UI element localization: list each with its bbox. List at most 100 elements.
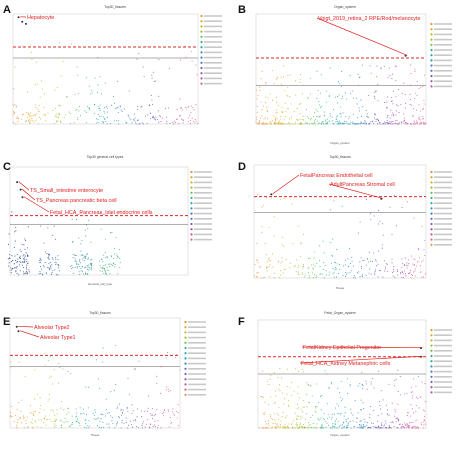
data-point [338, 425, 340, 427]
data-point [348, 422, 350, 424]
data-point [35, 107, 37, 109]
data-point [403, 113, 405, 115]
data-point [404, 393, 406, 395]
data-point [368, 251, 370, 253]
data-point [370, 273, 372, 275]
data-point [93, 418, 95, 420]
data-point [409, 103, 411, 106]
data-point [328, 387, 330, 389]
data-point [14, 231, 16, 233]
data-point [108, 412, 110, 414]
data-point [361, 64, 363, 66]
data-point [15, 267, 18, 269]
data-point [377, 415, 379, 417]
data-point [152, 426, 154, 428]
data-point [51, 272, 53, 274]
data-point [406, 201, 408, 203]
legend-swatch [190, 207, 193, 210]
data-point [98, 107, 100, 110]
data-point [273, 402, 275, 404]
data-point [365, 121, 367, 123]
data-point [406, 267, 408, 269]
data-point [382, 223, 384, 225]
data-point [79, 422, 81, 424]
data-point [71, 268, 73, 270]
data-point [162, 415, 165, 417]
data-point [279, 368, 281, 370]
data-point [305, 123, 307, 125]
data-point [416, 426, 418, 428]
legend-swatch [184, 393, 187, 396]
data-point [175, 410, 177, 413]
data-point [325, 120, 327, 122]
data-point [172, 411, 174, 413]
data-point [123, 423, 125, 425]
data-point [144, 410, 146, 412]
data-point [261, 370, 263, 372]
data-point [13, 112, 15, 114]
data-point [26, 264, 28, 266]
data-point [393, 425, 395, 428]
data-point [87, 266, 89, 268]
data-point [396, 119, 398, 121]
data-point [377, 118, 379, 120]
data-point [281, 111, 283, 113]
data-point [275, 117, 277, 119]
legend-label-placeholder [204, 41, 222, 43]
data-point [88, 264, 90, 266]
data-point [149, 413, 151, 415]
data-point [319, 427, 321, 429]
data-point [255, 89, 257, 91]
data-point [410, 274, 412, 276]
data-point [97, 84, 99, 86]
data-point [280, 420, 282, 422]
data-point [75, 408, 77, 410]
data-point [324, 370, 326, 372]
data-point [120, 109, 122, 111]
data-point [28, 271, 30, 273]
data-point [405, 275, 407, 277]
data-point [21, 399, 23, 401]
data-point [282, 412, 284, 414]
data-point [386, 101, 388, 103]
data-point [260, 117, 262, 119]
data-point [47, 266, 49, 268]
data-point [34, 84, 36, 86]
data-point [375, 91, 377, 93]
data-point [23, 416, 25, 418]
legend-swatch [200, 14, 203, 18]
data-point [158, 58, 160, 61]
highlight-point [16, 181, 19, 184]
data-point [412, 107, 414, 110]
data-point [177, 425, 180, 427]
legend-label-placeholder [434, 59, 452, 62]
data-point [374, 113, 376, 115]
data-point [337, 272, 340, 275]
data-point [278, 120, 280, 122]
data-point [41, 80, 43, 82]
data-point [281, 85, 283, 87]
data-point [257, 271, 259, 273]
data-point [417, 397, 419, 400]
data-point [323, 413, 325, 415]
data-point [315, 411, 317, 413]
legend-label-placeholder [434, 80, 452, 82]
legend-swatch [430, 181, 433, 184]
data-point [298, 407, 300, 409]
data-point [13, 104, 15, 106]
data-point [56, 87, 58, 89]
data-point [67, 371, 69, 373]
data-point [370, 72, 372, 74]
data-point [386, 119, 388, 122]
data-point [280, 426, 282, 428]
data-point [256, 242, 258, 244]
data-point [397, 420, 400, 422]
panel-label-c: C [3, 161, 11, 173]
data-point [32, 414, 35, 417]
data-point [23, 418, 25, 420]
highlight-point [17, 16, 20, 19]
data-point [373, 123, 375, 125]
data-point [312, 116, 315, 118]
data-point [265, 254, 267, 256]
data-point [340, 380, 342, 382]
